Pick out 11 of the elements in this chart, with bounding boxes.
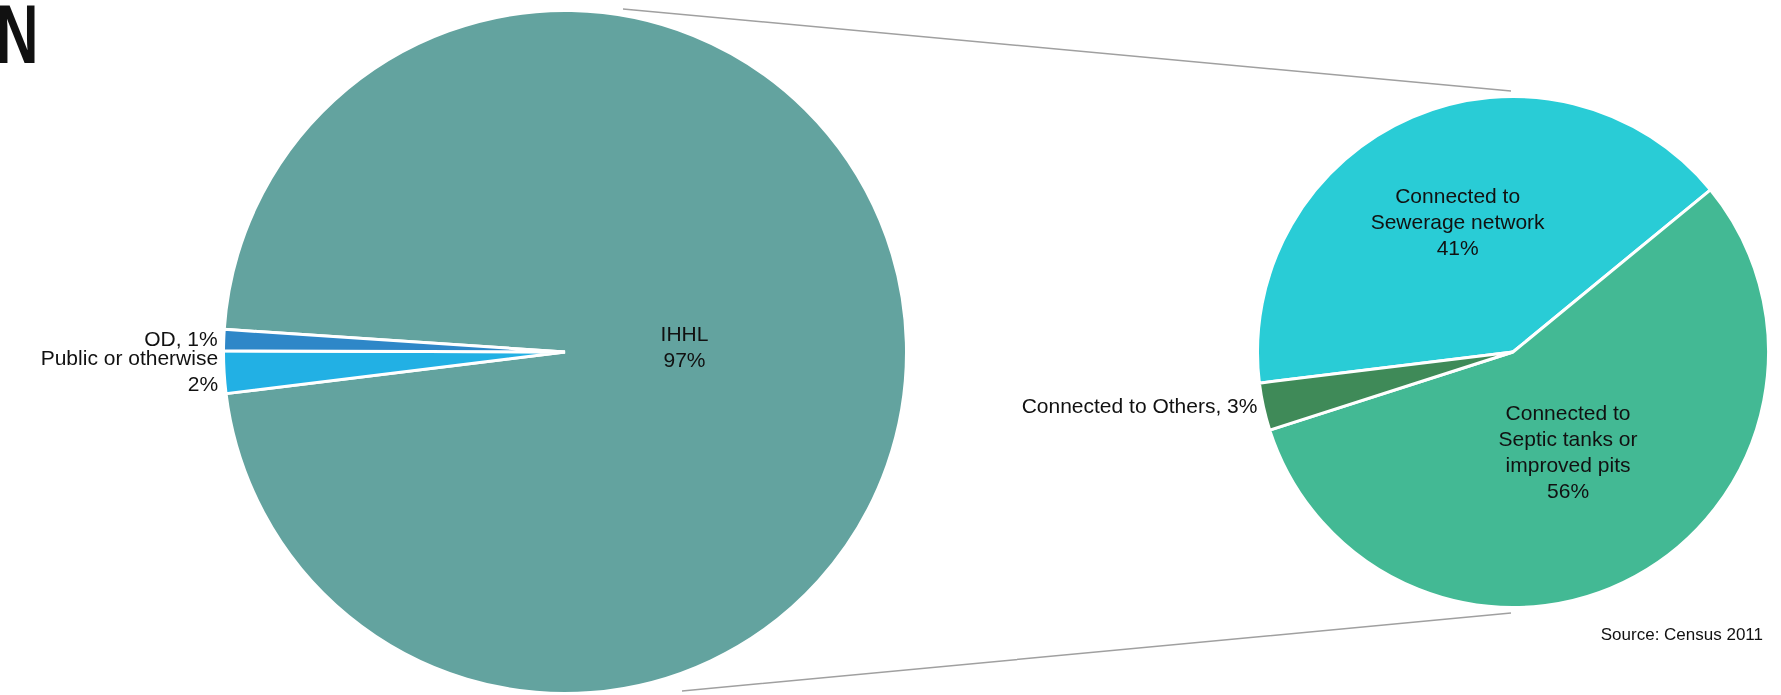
slice-label: Connected to Septic tanks or improved pits: [1498, 400, 1638, 476]
slice-label: IHHL: [660, 322, 709, 346]
data-label: 41%: [1436, 235, 1479, 259]
chart-title: N: [0, 0, 39, 83]
data-label: 56%: [1547, 478, 1590, 502]
slice-label: Connected to Sewerage network: [1370, 183, 1546, 233]
source-note: Source: Census 2011: [1600, 625, 1763, 645]
data-label: 2%: [187, 372, 219, 396]
data-label: 97%: [663, 348, 706, 372]
slice-label: Connected to Others, 3%: [1021, 393, 1258, 417]
slice-label: OD, 1%: [144, 326, 218, 350]
